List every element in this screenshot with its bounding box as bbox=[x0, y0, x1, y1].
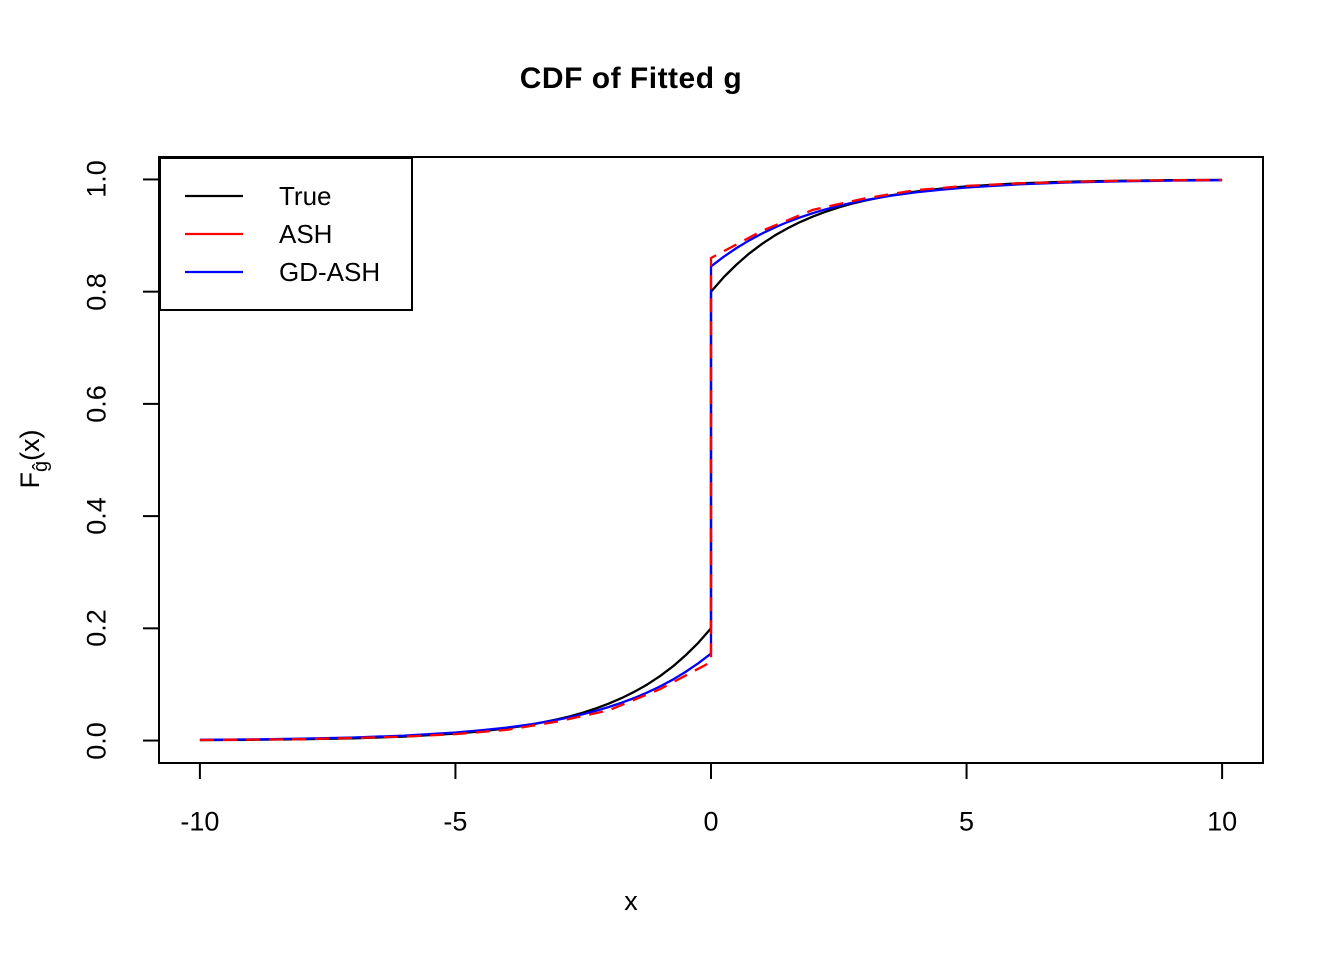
legend-line-sample-ash bbox=[185, 232, 243, 236]
legend-label-gd-ash: GD-ASH bbox=[279, 256, 381, 287]
y-tick-label-0.2: 0.2 bbox=[81, 609, 112, 648]
legend-entry-true: True bbox=[185, 177, 411, 215]
x-axis-label: x bbox=[624, 886, 638, 916]
y-axis-label-base: F bbox=[14, 472, 45, 489]
x-tick-label--5: -5 bbox=[443, 806, 468, 837]
y-axis-label: Fĝ(x) bbox=[14, 429, 53, 489]
curve-ash bbox=[199, 178, 1223, 742]
legend-entry-ash: ASH bbox=[185, 215, 411, 253]
y-tick-label-0.8: 0.8 bbox=[81, 272, 112, 311]
y-tick-label-0.4: 0.4 bbox=[81, 497, 112, 535]
x-tick-label--10: -10 bbox=[180, 806, 220, 837]
y-axis-label-subscript: ĝ bbox=[30, 460, 53, 473]
legend-line-sample-true bbox=[185, 194, 243, 198]
x-tick-label-0: 0 bbox=[703, 806, 719, 837]
x-tick-label-5: 5 bbox=[959, 806, 975, 837]
chart-title: CDF of Fitted g bbox=[519, 62, 743, 95]
legend: True ASH GD-ASH bbox=[159, 157, 413, 311]
y-tick-label-0.6: 0.6 bbox=[81, 385, 112, 423]
legend-label-true: True bbox=[279, 180, 332, 211]
x-tick-label-10: 10 bbox=[1207, 806, 1238, 837]
y-tick-label-0.0: 0.0 bbox=[81, 721, 112, 760]
legend-entry-gd-ash: GD-ASH bbox=[185, 253, 411, 291]
y-tick-label-1.0: 1.0 bbox=[81, 160, 112, 199]
y-axis-label-suffix: (x) bbox=[14, 429, 45, 461]
legend-line-sample-gd-ash bbox=[185, 270, 243, 274]
legend-label-ash: ASH bbox=[279, 218, 333, 249]
plot-border bbox=[158, 156, 1264, 764]
